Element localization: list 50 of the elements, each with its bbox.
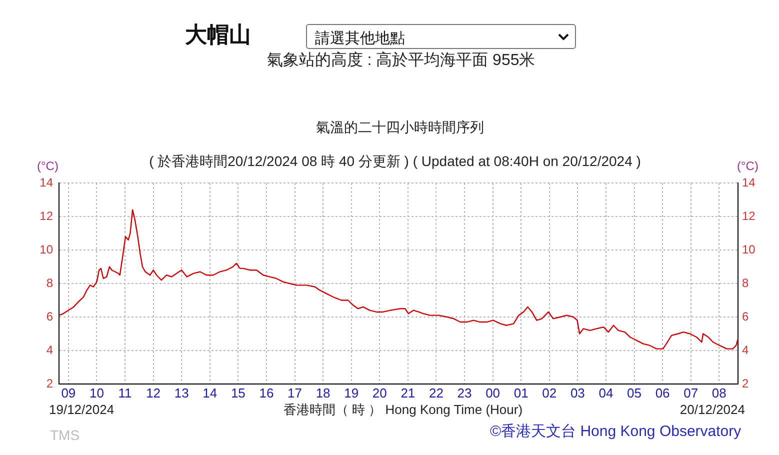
y-tick-label: 8 [46, 276, 54, 290]
x-tick-label: 08 [712, 385, 726, 400]
x-tick-label: 14 [202, 385, 218, 400]
y-tick-label: 10 [40, 242, 54, 256]
x-tick-label: 21 [400, 385, 416, 400]
x-tick-label: 03 [570, 385, 585, 400]
y2-tick-label: 8 [742, 276, 749, 290]
y2-tick-label: 12 [742, 208, 756, 223]
x-tick-label: 22 [428, 385, 444, 400]
x-tick-label: 20 [372, 385, 387, 400]
y2-tick-label: 14 [742, 175, 756, 190]
x-tick-label: 07 [684, 385, 698, 400]
y-tick-label: 12 [40, 208, 54, 223]
x-tick-label: 17 [288, 385, 302, 400]
text: 19/12/2024 [49, 400, 114, 418]
y2-tick-label: 2 [742, 376, 749, 390]
y-tick-label: 14 [40, 175, 54, 190]
x-tick-label: 06 [655, 385, 670, 400]
x-tick-label: 09 [61, 385, 76, 400]
x-tick-label: 12 [146, 385, 161, 400]
chart-title: 氣溫的二十四小時時間序列 [316, 118, 484, 137]
x-tick-label: 05 [627, 385, 642, 400]
x-tick-label: 01 [514, 385, 528, 400]
x-tick-label: 18 [316, 385, 330, 400]
y2-tick-label: 10 [742, 242, 756, 256]
y-tick-label: 6 [46, 309, 54, 324]
y-axis-title: (°C) [37, 158, 58, 175]
x-tick-label: 02 [542, 385, 557, 400]
x-tick-label: 15 [230, 385, 246, 400]
x-tick-label: 10 [89, 385, 104, 400]
text: 20/12/2024 [680, 400, 745, 418]
y2-tick-label: 6 [742, 309, 749, 324]
y2-tick-label: 4 [742, 342, 749, 357]
chart-subtitle: ( 於香港時間20/12/2024 08 時 40 分更新 ) ( Updated at 08:40H on 20/12/2024 ) [149, 152, 641, 171]
x-tick-label: 04 [598, 385, 614, 400]
dropdown-field: 請選其他地點 [306, 24, 576, 49]
text: 大帽山 [185, 21, 251, 49]
x-tick-label: 13 [174, 385, 189, 400]
y2-axis-title: (°C) [737, 158, 758, 175]
text: TMS [50, 426, 80, 445]
x-tick-label: 19 [344, 385, 359, 400]
x-tick-label: 23 [457, 385, 472, 400]
y-tick-label: 2 [46, 376, 54, 390]
x-axis-title: 香港時間（ 時 ） Hong Kong Time (Hour) [283, 400, 523, 418]
x-tick-label: 11 [118, 385, 132, 400]
x-tick-label: 00 [486, 385, 500, 400]
x-tick-label: 16 [259, 385, 274, 400]
text: ©香港天文台 Hong Kong Observatory [490, 422, 742, 442]
text: 氣象站的高度 : 高於平均海平面 955米 [266, 50, 536, 71]
y-tick-label: 4 [46, 342, 54, 357]
